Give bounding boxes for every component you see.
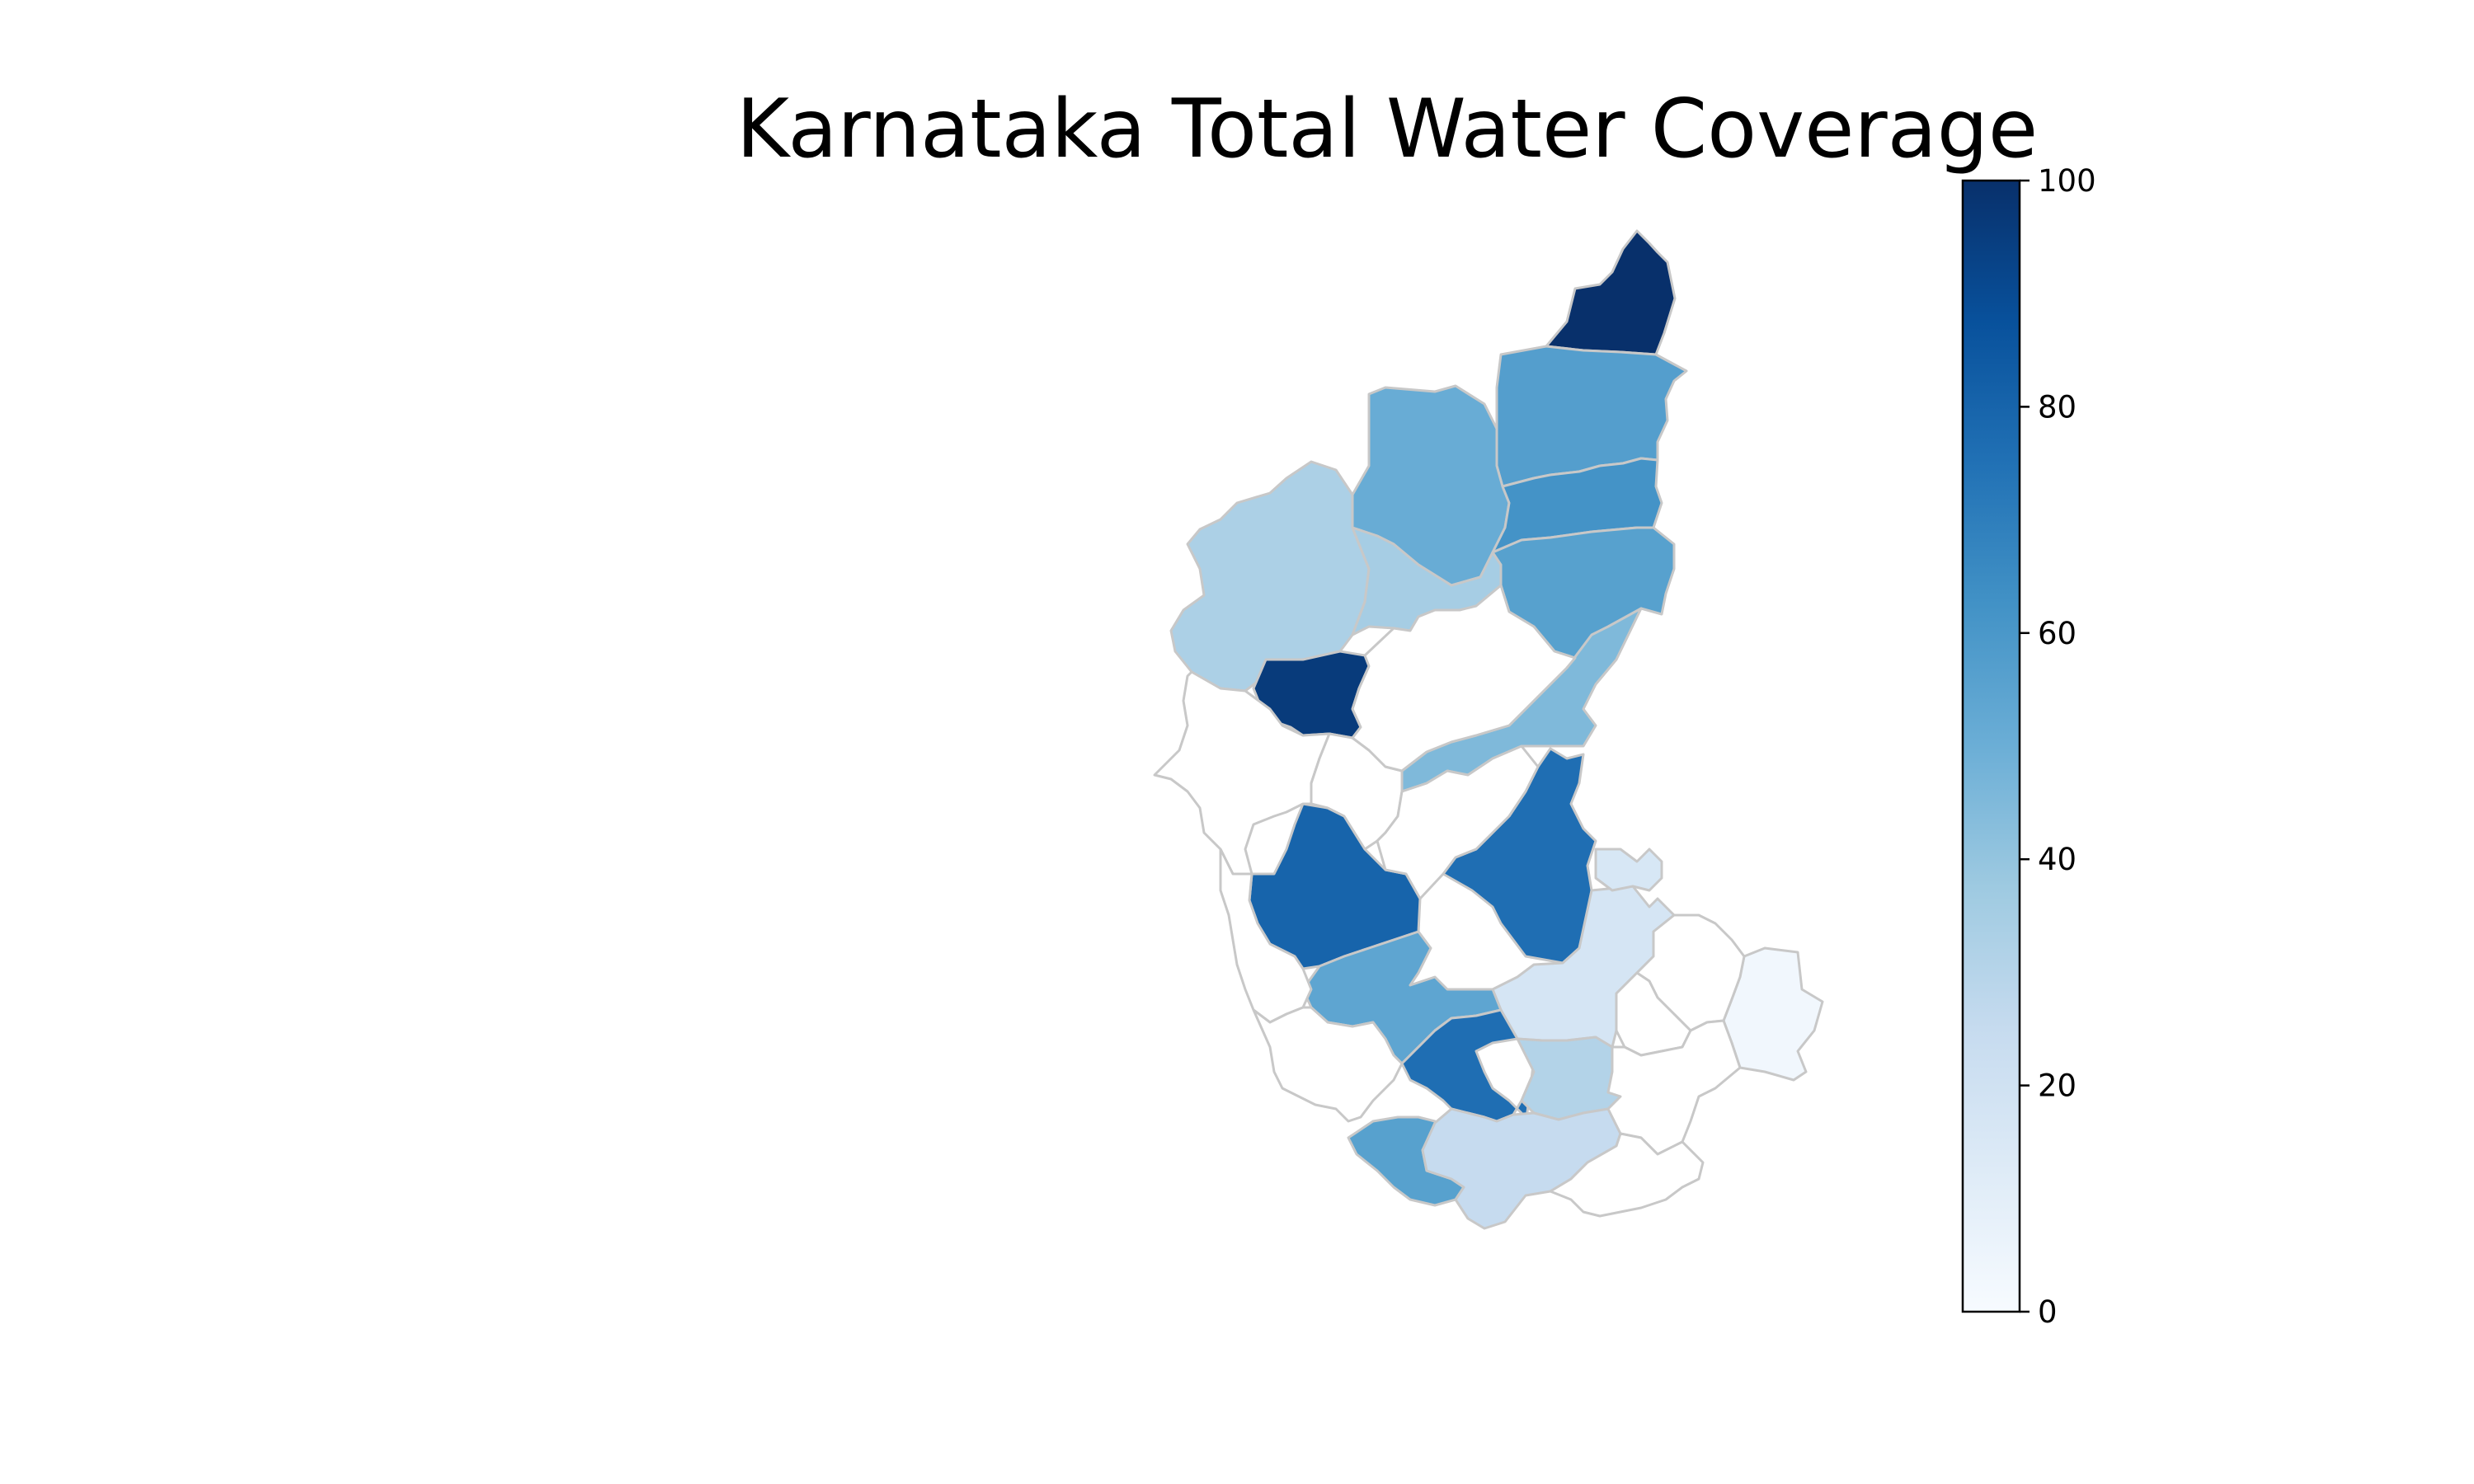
district-gadag <box>1351 584 1577 773</box>
district-mandya <box>1516 1036 1622 1121</box>
district-chikkaballapur <box>1594 848 1663 892</box>
colorbar-ticks: 0 20 40 60 80 100 <box>2020 163 2096 1330</box>
colorbar-tick-label: 20 <box>2038 1068 2077 1104</box>
colorbar-tick-label: 0 <box>2038 1294 2058 1330</box>
colorbar-tick-label: 60 <box>2038 616 2077 651</box>
district-uttara-kannada <box>1153 670 1331 876</box>
chart-title: Karnataka Total Water Coverage <box>736 82 2038 176</box>
karnataka-map <box>1153 229 1824 1230</box>
district-ramanagara <box>1606 1019 1742 1156</box>
district-davanagere <box>1376 744 1540 900</box>
district-chamarajanagar <box>1549 1132 1705 1218</box>
colorbar-tick-label: 100 <box>2038 163 2096 199</box>
district-dakshina-kannada <box>1252 1006 1404 1123</box>
colorbar-tick-label: 80 <box>2038 389 2077 425</box>
colorbar-tick-label: 40 <box>2038 842 2077 877</box>
colorbar-gradient <box>1961 179 2021 1313</box>
district-bidar <box>1545 229 1677 356</box>
colorbar: 0 20 40 60 80 100 <box>1961 163 2096 1330</box>
